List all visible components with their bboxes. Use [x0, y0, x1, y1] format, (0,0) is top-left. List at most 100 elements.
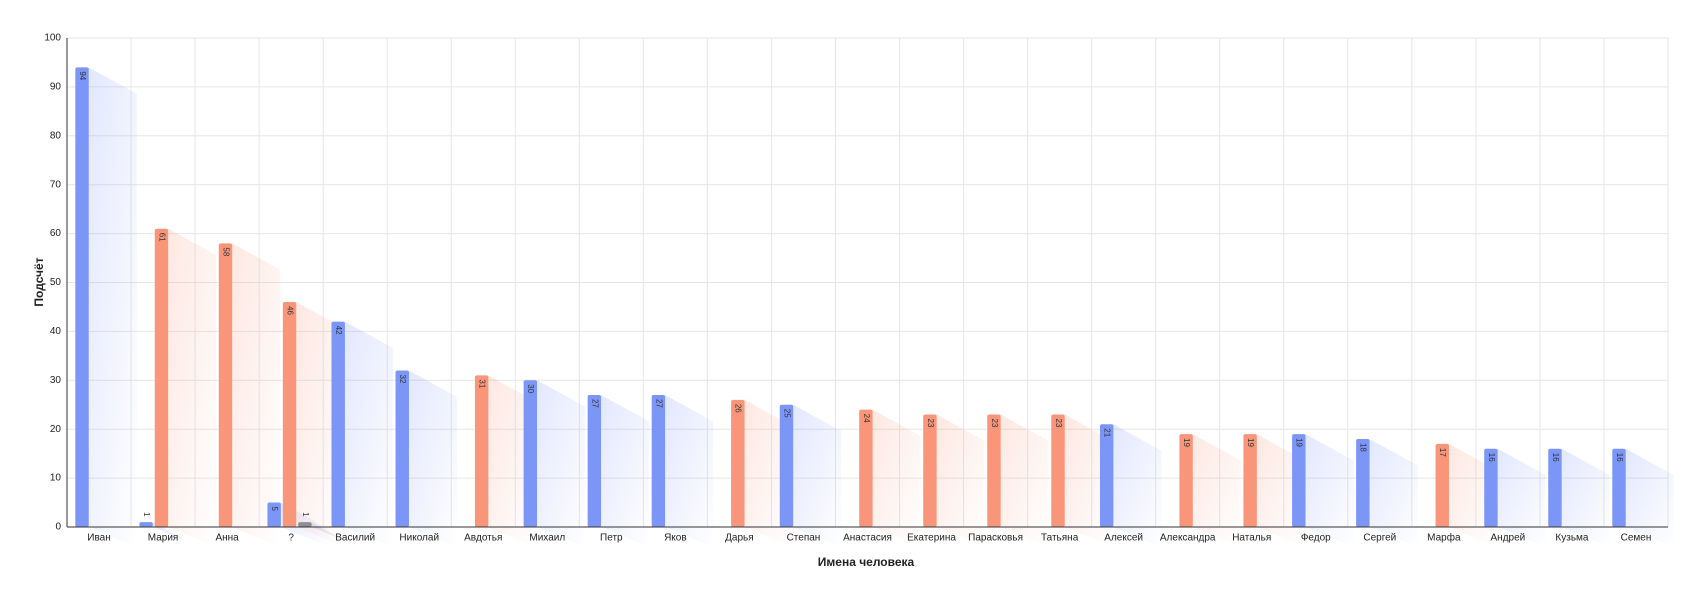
- bar-shadow: [408, 370, 458, 547]
- data-label: 19: [1295, 438, 1304, 447]
- x-tick-label: Кузьма: [1555, 533, 1588, 544]
- data-label: 23: [990, 419, 999, 428]
- data-label: 61: [157, 233, 166, 242]
- x-tick-label: Мария: [148, 533, 179, 544]
- x-tick-label: Сергей: [1363, 533, 1396, 544]
- bar: [139, 522, 153, 527]
- y-tick-label: 100: [44, 33, 61, 44]
- data-label: 58: [221, 247, 230, 256]
- y-axis-label: Подсчёт: [32, 257, 46, 306]
- y-tick-label: 60: [50, 228, 62, 239]
- data-label: 19: [1182, 438, 1191, 447]
- bar-shadow: [1625, 448, 1674, 547]
- bar-shadow: [1113, 424, 1162, 547]
- x-tick-label: Яков: [664, 533, 687, 544]
- bar: [1484, 448, 1498, 527]
- bar: [75, 67, 89, 527]
- x-tick-label: Екатерина: [907, 533, 956, 544]
- x-tick-label: Николай: [399, 533, 439, 544]
- bar-shadow: [1369, 438, 1418, 547]
- x-tick-label: Василий: [335, 533, 375, 544]
- x-tick-label: Андрей: [1491, 533, 1526, 544]
- bar-shadow: [1305, 434, 1354, 547]
- data-label: 17: [1438, 448, 1447, 457]
- x-tick-label: Анастасия: [843, 533, 892, 544]
- y-tick-label: 90: [50, 82, 62, 93]
- bar: [923, 414, 937, 527]
- bar: [282, 302, 297, 527]
- x-tick-label: Михаил: [529, 533, 565, 544]
- x-tick-label: ?: [288, 533, 294, 544]
- data-label: 32: [398, 375, 407, 384]
- data-label: 16: [1615, 453, 1624, 462]
- bar: [1356, 438, 1370, 527]
- bar-shadow: [311, 522, 360, 549]
- data-label: 1: [142, 512, 151, 517]
- y-tick-label: 80: [50, 130, 62, 141]
- bar-shadow: [1561, 448, 1610, 547]
- bar-shadow: [1000, 414, 1049, 547]
- bar: [395, 370, 409, 527]
- bar: [474, 375, 489, 527]
- y-tick-label: 20: [50, 424, 62, 435]
- y-tick-label: 30: [50, 375, 62, 386]
- data-label: 5: [270, 507, 279, 512]
- x-tick-label: Марфа: [1427, 532, 1461, 544]
- x-tick-label: Федор: [1301, 533, 1331, 544]
- bar-shadow: [344, 321, 393, 547]
- bar: [1179, 434, 1193, 527]
- bar: [1548, 448, 1562, 527]
- data-label: 42: [334, 326, 343, 335]
- bar: [1243, 434, 1257, 527]
- data-label: 25: [782, 409, 791, 418]
- x-tick-label: Парасковья: [968, 533, 1023, 544]
- bar: [779, 404, 794, 527]
- data-label: 23: [1054, 419, 1063, 428]
- bar: [859, 409, 873, 527]
- x-tick-label: Степан: [787, 533, 821, 544]
- x-axis-label: Имена человека: [818, 555, 915, 569]
- bar: [731, 399, 745, 527]
- data-label: 16: [1551, 453, 1560, 462]
- x-tick-label: Алексей: [1104, 533, 1143, 544]
- bar-shadow: [793, 404, 842, 547]
- data-label: 23: [926, 419, 935, 428]
- bar-shadow: [872, 409, 921, 547]
- bar-shadow: [665, 394, 714, 547]
- bar: [1612, 448, 1626, 527]
- data-label: 46: [285, 306, 294, 315]
- bar-shadow: [152, 522, 201, 549]
- data-label: 27: [590, 399, 599, 408]
- bar-shadow: [1497, 448, 1546, 547]
- bar: [154, 228, 169, 527]
- bar-shadow: [537, 380, 586, 547]
- x-tick-label: Семен: [1621, 533, 1652, 544]
- x-tick-label: Александра: [1160, 533, 1216, 544]
- bar: [1099, 424, 1114, 527]
- bar-shadow: [936, 414, 985, 547]
- bar-shadow: [168, 228, 217, 547]
- data-label: 24: [862, 414, 871, 423]
- x-tick-label: Иван: [87, 533, 110, 544]
- data-label: 27: [654, 399, 663, 408]
- x-tick-label: Наталья: [1232, 533, 1271, 544]
- bar: [218, 243, 233, 527]
- data-label: 31: [478, 379, 487, 388]
- x-tick-label: Авдотья: [464, 533, 502, 544]
- bar: [1051, 414, 1065, 527]
- data-label: 18: [1359, 443, 1368, 452]
- x-tick-label: Дарья: [725, 533, 754, 544]
- y-tick-label: 0: [55, 522, 61, 533]
- bar: [987, 414, 1001, 527]
- y-tick-label: 10: [50, 473, 62, 484]
- bar: [1435, 443, 1449, 527]
- bar-shadow: [88, 67, 137, 547]
- y-tick-label: 50: [50, 277, 62, 288]
- x-tick-label: Татьяна: [1041, 533, 1079, 544]
- data-label: 26: [734, 404, 743, 413]
- x-tick-label: Анна: [215, 533, 239, 544]
- bar: [267, 502, 281, 527]
- bar: [651, 394, 666, 527]
